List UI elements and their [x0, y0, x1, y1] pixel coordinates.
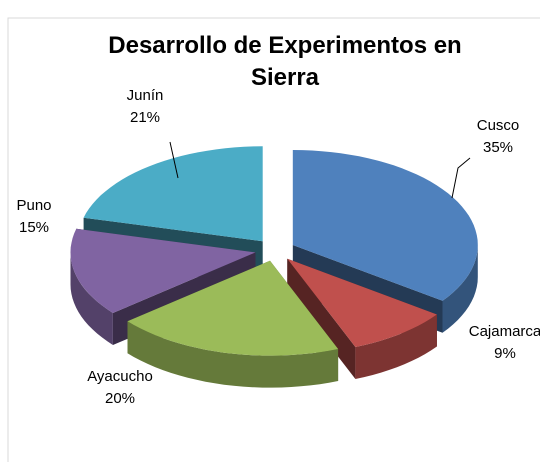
data-label-value: 21% [130, 109, 160, 126]
data-label-name: Ayacucho [87, 368, 153, 385]
slice-wall [355, 314, 437, 379]
data-label-name: Junín [127, 87, 164, 104]
leader-line [451, 157, 471, 199]
slice-wall [127, 321, 339, 388]
data-label-name: Puno [16, 197, 51, 214]
slice-wall [442, 245, 478, 333]
data-label-value: 15% [19, 219, 49, 236]
slice [292, 150, 478, 301]
slice-side [287, 258, 356, 379]
data-label-name: Cusco [477, 117, 520, 134]
slice [127, 260, 339, 356]
data-label-value: 35% [483, 139, 513, 156]
data-label-name: Cajamarca [469, 323, 540, 340]
chart-border [7, 17, 540, 462]
slice [70, 228, 256, 313]
leader-line [169, 141, 179, 179]
data-label-value: 9% [494, 345, 516, 362]
slice [287, 258, 437, 347]
chart-title: Desarrollo de Experimentos en Sierra [108, 32, 462, 91]
slice-wall [70, 252, 113, 345]
slice [83, 146, 263, 242]
data-label-value: 20% [105, 390, 135, 407]
